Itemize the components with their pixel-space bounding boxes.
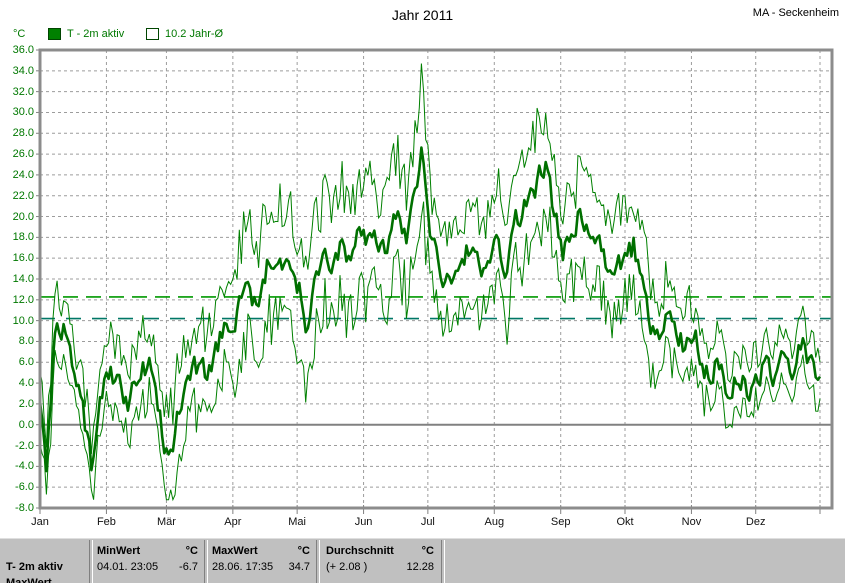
status-separator — [316, 540, 320, 583]
y-tick-label: 8.0 — [18, 335, 34, 348]
y-tick-label: 12.0 — [12, 293, 34, 306]
page-title: Jahr 2011 — [391, 7, 454, 23]
x-tick-label-dez: Dez — [745, 516, 766, 528]
status-max-temp: 34.7 — [288, 561, 310, 573]
legend-item-active-temp: T - 2m aktiv — [48, 28, 124, 40]
legend-label-active-temp: T - 2m aktiv — [67, 28, 125, 40]
x-tick-label-jan: Jan — [31, 516, 49, 528]
status-min-unit: °C — [185, 545, 198, 557]
y-tick-label: 16.0 — [12, 252, 34, 265]
status-avg-temp: 12.28 — [406, 561, 434, 573]
legend-swatch-open-icon — [146, 28, 159, 40]
y-tick-label: -4.0 — [15, 460, 34, 473]
y-tick-label: 24.0 — [12, 168, 34, 181]
y-tick-label: 10.0 — [12, 314, 34, 327]
x-tick-label-apr: Apr — [224, 516, 242, 528]
y-tick-label: 6.0 — [18, 356, 34, 369]
y-tick-label: 4.0 — [18, 377, 34, 390]
status-separator — [89, 540, 93, 583]
status-partial-row-label: MaxWert — [6, 577, 52, 583]
status-min-header: MinWert — [97, 545, 141, 557]
legend-swatch-filled-icon — [48, 28, 61, 40]
station-label: MA - Seckenheim — [752, 7, 839, 19]
x-tick-label-sep: Sep — [550, 516, 571, 528]
x-tick-label-jul: Jul — [420, 516, 435, 528]
status-min-value: 04.01. 23:05 — [97, 561, 159, 573]
y-tick-label: 34.0 — [12, 64, 34, 77]
x-tick-label-mär: Mär — [156, 516, 176, 528]
x-tick-label-feb: Feb — [96, 516, 116, 528]
daily-min-curve — [39, 201, 821, 502]
plot-frame — [38, 48, 834, 510]
y-tick-label: -2.0 — [15, 439, 34, 452]
y-tick-label: -6.0 — [15, 481, 34, 494]
x-tick-label-mai: Mai — [288, 516, 306, 528]
status-bar: T- 2m aktiv MaxWert MinWert °C 04.01. 23… — [0, 538, 845, 583]
status-avg-header: Durchschnitt — [326, 545, 394, 557]
x-tick-label-nov: Nov — [681, 516, 702, 528]
status-max-unit: °C — [297, 545, 310, 557]
x-tick-label-okt: Okt — [616, 516, 634, 528]
y-tick-label: 26.0 — [12, 148, 34, 161]
x-tick-label-jun: Jun — [354, 516, 373, 528]
status-max-header: MaxWert — [212, 545, 258, 557]
y-tick-label: 22.0 — [12, 189, 34, 202]
temperature-plot — [36, 48, 834, 514]
legend-label-longterm-avg: 10.2 Jahr-Ø — [165, 28, 224, 40]
y-tick-label: 32.0 — [12, 85, 34, 98]
y-tick-label: 28.0 — [12, 127, 34, 140]
status-avg-unit: °C — [421, 545, 434, 557]
status-series-label: T- 2m aktiv — [6, 561, 63, 573]
status-separator — [204, 540, 208, 583]
y-tick-label: 36.0 — [12, 44, 34, 56]
daily-max-curve — [39, 63, 821, 454]
status-avg-value: (+ 2.08 ) — [326, 561, 368, 573]
legend-item-longterm-avg: 10.2 Jahr-Ø — [146, 28, 223, 40]
status-min-temp: -6.7 — [179, 561, 198, 573]
y-tick-label: -8.0 — [15, 502, 34, 514]
y-tick-label: 0.0 — [18, 418, 34, 431]
status-max-value: 28.06. 17:35 — [212, 561, 274, 573]
y-axis-unit-label: °C — [13, 28, 26, 40]
y-tick-label: 14.0 — [12, 273, 34, 285]
y-tick-label: 30.0 — [12, 106, 34, 119]
y-tick-label: 2.0 — [18, 397, 34, 410]
status-separator — [441, 540, 445, 583]
y-tick-label: 18.0 — [12, 231, 34, 244]
x-tick-label-aug: Aug — [484, 516, 505, 528]
y-tick-label: 20.0 — [12, 210, 34, 223]
daily-mean-curve — [38, 146, 822, 473]
